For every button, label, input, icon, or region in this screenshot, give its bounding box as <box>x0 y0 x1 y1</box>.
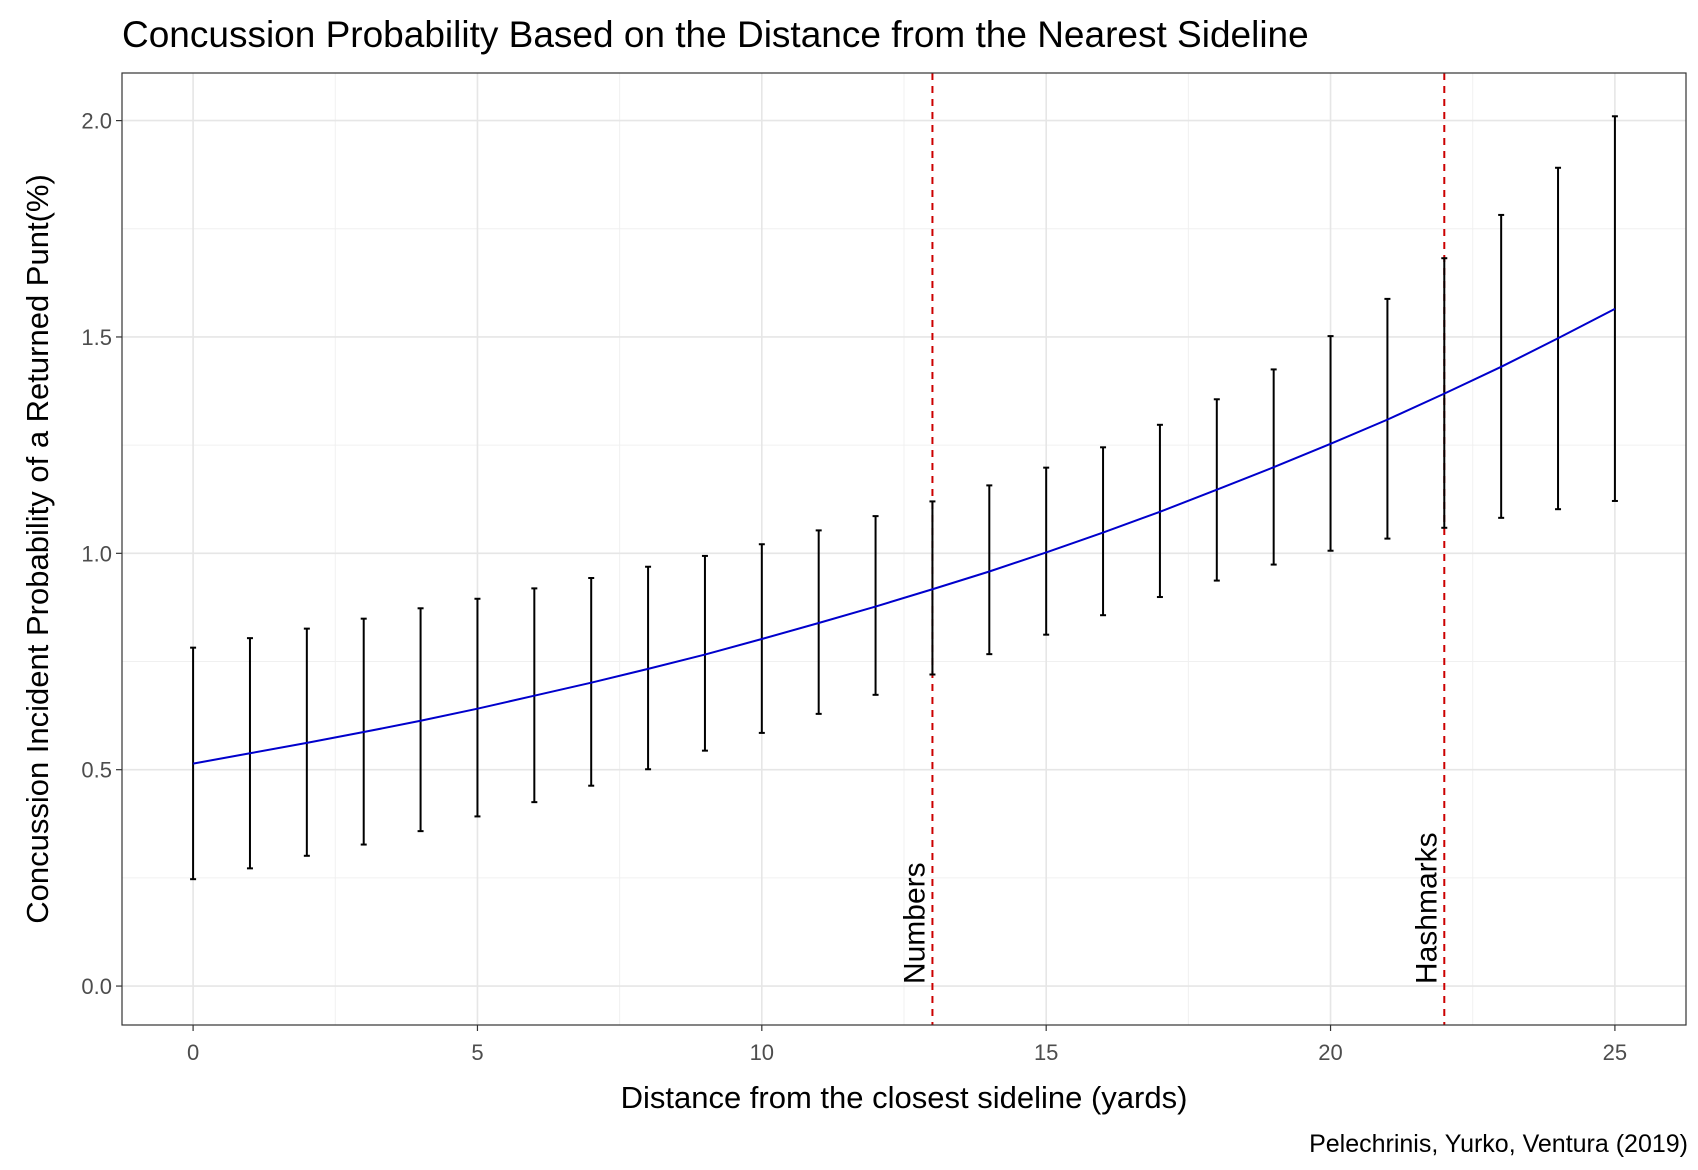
chart-caption: Pelechrinis, Yurko, Ventura (2019) <box>1309 1130 1688 1158</box>
chart-title: Concussion Probability Based on the Dist… <box>122 14 1309 55</box>
x-tick-label: 10 <box>750 1040 774 1065</box>
plot-panel-border <box>121 72 1687 1026</box>
x-tick-label: 25 <box>1603 1040 1627 1065</box>
y-axis: 0.0 0.5 1.0 1.5 2.0 <box>81 109 122 999</box>
y-tick-label: 2.0 <box>81 109 112 134</box>
x-axis-title: Distance from the closest sideline (yard… <box>621 1080 1188 1115</box>
x-tick-label: 15 <box>1034 1040 1058 1065</box>
reference-lines <box>931 73 1446 1025</box>
x-axis: 0 5 10 15 20 25 <box>187 1025 1627 1065</box>
reference-labels: Numbers Hashmarks <box>898 832 1443 984</box>
error-bar <box>1043 466 1050 636</box>
error-bar <box>872 515 879 696</box>
x-tick-label: 0 <box>187 1040 199 1065</box>
y-tick-label: 0.5 <box>81 758 112 783</box>
y-tick-label: 1.0 <box>81 541 112 566</box>
y-tick-label: 1.5 <box>81 325 112 350</box>
error-bar <box>701 554 708 752</box>
error-bar <box>929 500 936 676</box>
fit-line <box>192 307 1616 765</box>
x-tick-label: 5 <box>471 1040 483 1065</box>
x-tick-label: 20 <box>1318 1040 1342 1065</box>
error-bar <box>417 607 424 833</box>
y-axis-title: Concussion Incident Probability of a Ret… <box>20 174 55 924</box>
reference-line-label: Numbers <box>898 862 931 984</box>
y-tick-label: 0.0 <box>81 974 112 999</box>
minor-gridlines <box>122 73 1686 1025</box>
error-bar <box>474 597 481 818</box>
error-bar <box>986 484 993 656</box>
error-bar <box>1611 115 1618 502</box>
error-bar <box>1100 446 1107 617</box>
reference-line-label: Hashmarks <box>1410 832 1443 984</box>
